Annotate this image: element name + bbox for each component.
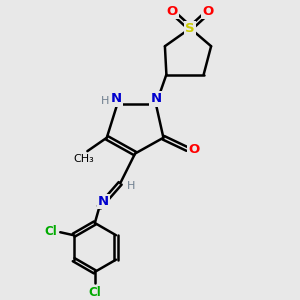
Text: N: N [111,92,122,106]
Text: N: N [98,195,110,208]
Text: O: O [188,142,200,156]
Text: S: S [185,22,195,35]
Text: N: N [150,92,161,106]
Text: Cl: Cl [88,286,101,299]
Text: O: O [167,5,178,18]
Text: Cl: Cl [44,225,57,238]
Text: H: H [127,181,136,191]
Text: CH₃: CH₃ [74,154,94,164]
Text: O: O [202,5,214,18]
Text: H: H [100,96,109,106]
